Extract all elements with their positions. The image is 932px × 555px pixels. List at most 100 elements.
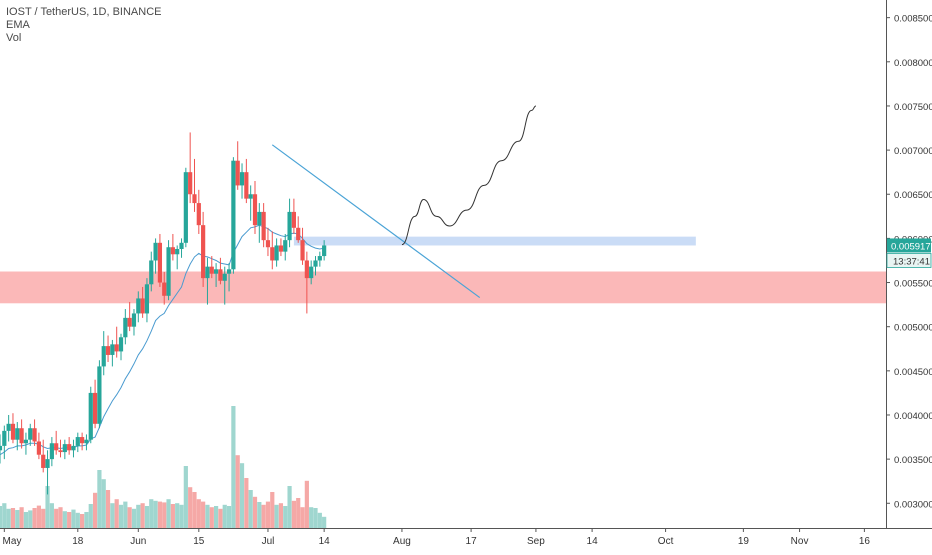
time-tick-label: May bbox=[3, 536, 22, 547]
volume-bar bbox=[10, 508, 16, 528]
candle-body bbox=[170, 247, 175, 255]
candle-body bbox=[278, 245, 284, 252]
volume-bar bbox=[84, 512, 89, 528]
volume-bar bbox=[222, 504, 227, 528]
volume-bar bbox=[248, 490, 253, 528]
volume-bar bbox=[41, 508, 46, 528]
volume-bar bbox=[6, 508, 11, 528]
candle-body bbox=[196, 203, 201, 226]
volume-bar bbox=[75, 512, 80, 528]
volume-bar bbox=[278, 503, 284, 528]
volume-bar bbox=[140, 503, 145, 528]
candle-body bbox=[218, 269, 223, 281]
candle-body bbox=[192, 194, 197, 204]
candle-body bbox=[201, 225, 206, 279]
support-zone bbox=[0, 271, 886, 304]
volume-bar bbox=[270, 492, 275, 528]
symbol-title[interactable]: IOST / TetherUS, 1D, BINANCE bbox=[6, 6, 162, 18]
volume-bar bbox=[300, 507, 305, 528]
candle-body bbox=[209, 266, 214, 274]
candle-body bbox=[239, 172, 245, 186]
candle-body bbox=[313, 260, 318, 267]
candle-body bbox=[252, 194, 258, 226]
candle-body bbox=[162, 282, 167, 296]
volume-bar bbox=[205, 504, 210, 528]
time-tick-label: Oct bbox=[658, 536, 674, 547]
candle-body bbox=[28, 428, 33, 440]
current-price-value: 0.005917 bbox=[891, 241, 931, 252]
volume-bar bbox=[201, 501, 206, 528]
candle-body bbox=[19, 428, 24, 444]
candle-body bbox=[226, 269, 232, 274]
candle-body bbox=[127, 317, 132, 327]
candles bbox=[0, 132, 327, 495]
volume-bar bbox=[196, 499, 201, 528]
candle-body bbox=[101, 346, 106, 367]
volume-bar bbox=[287, 486, 292, 528]
volume-bar bbox=[265, 501, 271, 528]
volume-bar bbox=[162, 502, 167, 528]
volume-bar bbox=[15, 510, 20, 528]
volume-bar bbox=[209, 507, 214, 528]
chart-legend: IOST / TetherUS, 1D, BINANCE EMA Vol bbox=[6, 6, 161, 45]
candle-body bbox=[244, 172, 249, 199]
candle-body bbox=[304, 260, 309, 279]
candle-body bbox=[144, 284, 150, 314]
time-tick-label: 15 bbox=[193, 536, 205, 547]
volume-bar bbox=[110, 503, 115, 528]
candle-body bbox=[153, 242, 158, 261]
candle-body bbox=[322, 245, 327, 257]
time-tick-label: Jun bbox=[130, 536, 146, 547]
candle-body bbox=[6, 423, 11, 431]
volume-bar bbox=[231, 406, 236, 528]
candle-body bbox=[105, 346, 111, 355]
candle-body bbox=[140, 298, 145, 314]
candle-body bbox=[235, 160, 240, 186]
candle-body bbox=[248, 194, 253, 199]
volume-bar bbox=[136, 504, 141, 528]
volume-bar bbox=[88, 504, 93, 528]
time-tick-label: 16 bbox=[859, 536, 871, 547]
candle-body bbox=[274, 245, 279, 261]
volume-bar bbox=[149, 499, 154, 528]
resistance-zone bbox=[293, 236, 696, 246]
volume-bar bbox=[192, 492, 197, 528]
candle-body bbox=[67, 444, 72, 451]
candle-body bbox=[166, 247, 171, 296]
candle-body bbox=[183, 172, 188, 243]
candle-body bbox=[114, 344, 119, 352]
candle-body bbox=[149, 260, 154, 285]
candle-body bbox=[257, 211, 262, 226]
time-tick-label: Nov bbox=[791, 536, 809, 547]
candle-body bbox=[97, 366, 102, 424]
current-price-tag bbox=[887, 238, 931, 253]
candle-body bbox=[157, 242, 163, 283]
candle-body bbox=[270, 247, 275, 261]
volume-bar bbox=[218, 508, 223, 528]
price-tick-label: 0.008000 bbox=[894, 58, 932, 69]
projection-path bbox=[401, 105, 537, 246]
volume-bar bbox=[170, 504, 175, 528]
volume-bar bbox=[23, 512, 29, 528]
volume-bar bbox=[179, 504, 184, 528]
volume-indicator-label[interactable]: Vol bbox=[6, 32, 22, 44]
candle-body bbox=[0, 445, 3, 451]
candle-body bbox=[2, 430, 7, 446]
price-tick-label: 0.003000 bbox=[894, 499, 932, 510]
candle-body bbox=[84, 439, 89, 444]
volume-bar bbox=[188, 487, 193, 528]
candle-body bbox=[287, 211, 292, 241]
volume-bar bbox=[19, 507, 24, 528]
candle-body bbox=[179, 242, 184, 249]
candle-body bbox=[291, 211, 296, 228]
volume-bar bbox=[92, 492, 98, 528]
candle-body bbox=[123, 317, 128, 338]
volume-bar bbox=[175, 503, 180, 528]
ema-indicator-label[interactable]: EMA bbox=[6, 19, 30, 31]
candle-body bbox=[231, 160, 236, 270]
candle-body bbox=[58, 450, 63, 453]
volume-bar bbox=[153, 500, 158, 528]
time-tick-label: Jul bbox=[262, 536, 275, 547]
